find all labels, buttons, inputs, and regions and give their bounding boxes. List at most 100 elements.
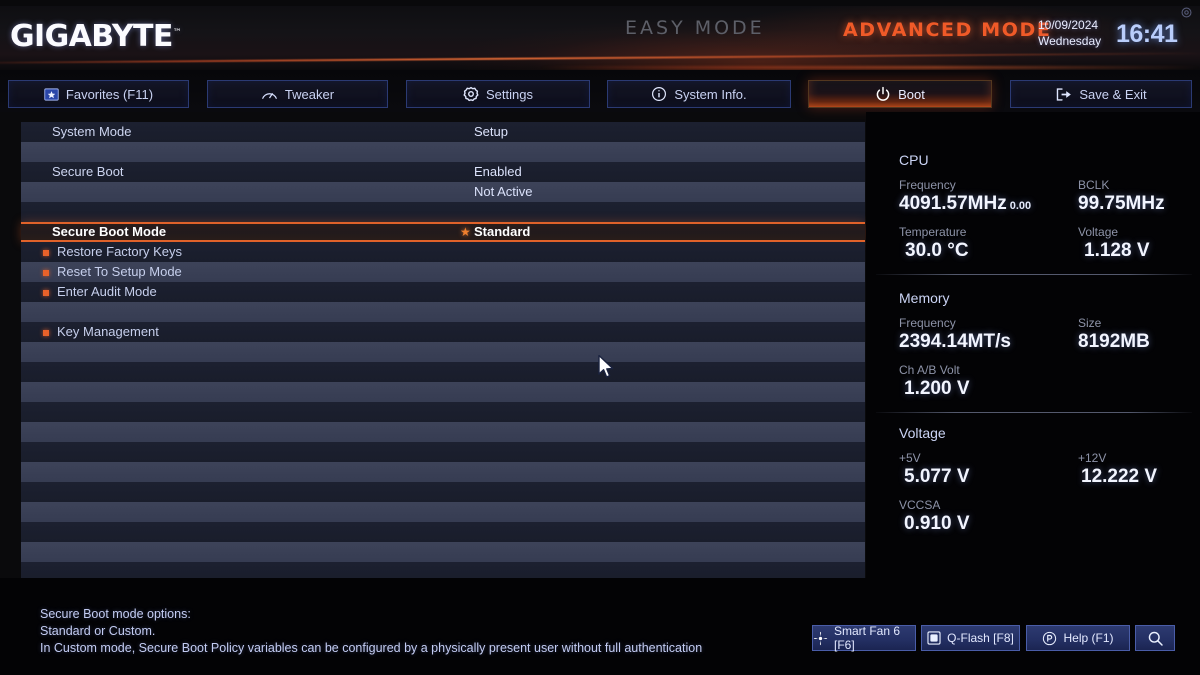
- cpu-voltage-value: 1.128 V: [1084, 240, 1150, 261]
- cpu-frequency: Frequency 4091.57MHz 0.00: [899, 178, 1031, 215]
- memory-frequency-value: 2394.14MT/s: [899, 331, 1011, 352]
- table-row[interactable]: Reset To Setup Mode: [21, 262, 865, 282]
- help-button[interactable]: Help (F1): [1026, 625, 1130, 651]
- easy-mode-button[interactable]: EASY MODE: [625, 17, 765, 39]
- exit-arrow-icon: [1055, 87, 1072, 102]
- tab-favorites-label: Favorites (F11): [65, 86, 154, 102]
- row-label: Secure Boot Mode: [52, 224, 167, 239]
- cpu-frequency-value: 4091.57MHz 0.00: [899, 193, 1031, 215]
- row-value: Enabled: [474, 164, 522, 179]
- table-row[interactable]: [21, 342, 865, 362]
- table-row[interactable]: Not Active: [21, 182, 865, 202]
- bullet-icon: [43, 270, 49, 276]
- voltage-5v-value: 5.077 V: [904, 466, 970, 487]
- help-circle-icon: [1042, 631, 1057, 646]
- hw-section-title: Memory: [899, 290, 950, 306]
- search-button[interactable]: [1135, 625, 1175, 651]
- tab-save-exit-label: Save & Exit: [1079, 86, 1147, 102]
- table-row[interactable]: [21, 462, 865, 482]
- table-row[interactable]: [21, 522, 865, 542]
- table-row[interactable]: Secure Boot Enabled: [21, 162, 865, 182]
- table-row[interactable]: [21, 402, 865, 422]
- voltage-vccsa-value: 0.910 V: [904, 513, 970, 534]
- voltage-vccsa: VCCSA 0.910 V: [899, 498, 970, 535]
- memory-size-value: 8192MB: [1078, 331, 1150, 352]
- sidebar-divider: [876, 274, 1192, 275]
- row-label: Secure Boot: [52, 164, 124, 179]
- memory-chab-value: 1.200 V: [904, 378, 970, 399]
- date-time-display: 10/09/2024 Wednesday 16:41: [1038, 18, 1198, 58]
- bullet-icon: [43, 250, 49, 256]
- table-row[interactable]: [21, 142, 865, 162]
- table-row[interactable]: [21, 302, 865, 322]
- advanced-mode-button[interactable]: ADVANCED MODE: [843, 19, 1052, 41]
- table-row[interactable]: [21, 362, 865, 382]
- gauge-icon: [261, 88, 278, 101]
- row-label: Enter Audit Mode: [57, 284, 157, 299]
- tab-system-info[interactable]: System Info.: [607, 80, 791, 108]
- cpu-frequency-number: 4091.57MHz: [899, 193, 1007, 214]
- table-row[interactable]: Enter Audit Mode: [21, 282, 865, 302]
- tab-favorites[interactable]: Favorites (F11): [8, 80, 189, 108]
- favorite-star-icon[interactable]: ★: [460, 225, 471, 239]
- tab-settings[interactable]: Settings: [406, 80, 590, 108]
- trademark-symbol: ™: [172, 28, 182, 38]
- tab-tweaker[interactable]: Tweaker: [207, 80, 388, 108]
- table-row[interactable]: [21, 562, 865, 582]
- table-row-selected[interactable]: Secure Boot Mode ★ Standard: [21, 222, 865, 242]
- q-flash-button[interactable]: Q-Flash [F8]: [921, 625, 1020, 651]
- table-row[interactable]: Restore Factory Keys: [21, 242, 865, 262]
- table-row[interactable]: [21, 482, 865, 502]
- favorites-star-icon: [44, 87, 59, 101]
- table-row[interactable]: [21, 202, 865, 222]
- cpu-voltage-label: Voltage: [1078, 225, 1119, 239]
- row-label: Restore Factory Keys: [57, 244, 182, 259]
- table-row[interactable]: [21, 382, 865, 402]
- q-flash-label: Q-Flash [F8]: [947, 631, 1014, 645]
- bullet-icon: [43, 330, 49, 336]
- table-row[interactable]: [21, 542, 865, 562]
- tab-tweaker-label: Tweaker: [284, 86, 335, 102]
- header-accent-streak-secondary: [540, 66, 1200, 69]
- table-row[interactable]: [21, 422, 865, 442]
- voltage-5v-label: +5V: [899, 451, 921, 465]
- row-label: System Mode: [52, 124, 132, 139]
- hardware-monitor-sidebar: CPU Frequency 4091.57MHz 0.00 BCLK 99.75M…: [866, 112, 1200, 602]
- help-description: Secure Boot mode options: Standard or Cu…: [40, 606, 702, 657]
- gear-icon[interactable]: [1180, 6, 1193, 19]
- hw-section-title: CPU: [899, 152, 929, 168]
- cpu-temperature: Temperature 30.0 °C: [899, 225, 969, 262]
- voltage-12v: +12V 12.222 V: [1078, 451, 1157, 488]
- logo-text: GIGABYTE: [10, 19, 173, 54]
- table-row[interactable]: [21, 502, 865, 522]
- table-row[interactable]: Key Management: [21, 322, 865, 342]
- table-row[interactable]: [21, 442, 865, 462]
- cpu-frequency-label: Frequency: [899, 178, 956, 192]
- cpu-frequency-sup: 0.00: [1009, 200, 1032, 212]
- help-label: Help (F1): [1063, 631, 1114, 645]
- info-circle-icon: [651, 86, 667, 102]
- table-row[interactable]: System Mode Setup: [21, 122, 865, 142]
- memory-chab-volt: Ch A/B Volt 1.200 V: [899, 363, 970, 400]
- help-line-3: In Custom mode, Secure Boot Policy varia…: [40, 641, 703, 655]
- settings-list: System Mode Setup Secure Boot Enabled No…: [21, 122, 865, 582]
- voltage-5v: +5V 5.077 V: [899, 451, 970, 488]
- tab-boot[interactable]: Boot: [808, 80, 992, 108]
- memory-frequency: Frequency 2394.14MT/s: [899, 316, 1011, 353]
- power-icon: [875, 86, 891, 102]
- cpu-bclk: BCLK 99.75MHz: [1078, 178, 1165, 215]
- cpu-bclk-label: BCLK: [1078, 178, 1110, 192]
- tab-boot-label: Boot: [898, 86, 925, 102]
- search-icon: [1147, 630, 1164, 647]
- memory-size: Size 8192MB: [1078, 316, 1150, 353]
- row-label: Reset To Setup Mode: [57, 264, 182, 279]
- sidebar-divider: [876, 412, 1192, 413]
- cpu-temperature-value: 30.0 °C: [905, 240, 969, 261]
- gigabyte-logo: GIGABYTE™: [10, 19, 182, 54]
- row-value: Standard: [474, 224, 531, 239]
- clock-text: 16:41: [1116, 20, 1178, 48]
- memory-frequency-label: Frequency: [899, 316, 956, 330]
- tab-save-exit[interactable]: Save & Exit: [1010, 80, 1192, 108]
- smart-fan-button[interactable]: Smart Fan 6 [F6]: [812, 624, 916, 652]
